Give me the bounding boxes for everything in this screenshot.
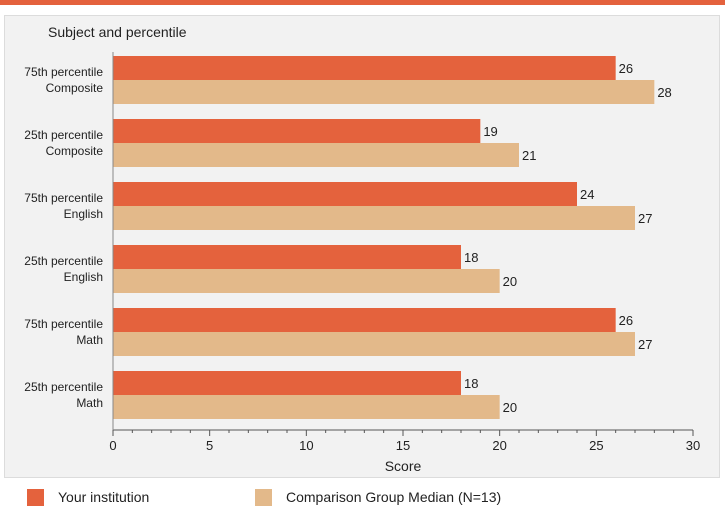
bar-chart: Subject and percentile 26 28 75th percentil… — [24, 24, 700, 474]
legend-label: Comparison Group Median (N=13) — [286, 489, 502, 505]
category-label: 75th percentile — [24, 317, 103, 331]
data-label: 28 — [657, 85, 671, 100]
legend-label: Your institution — [58, 489, 150, 505]
x-tick-label: 15 — [396, 438, 410, 453]
category-label: 75th percentile — [24, 191, 103, 205]
x-axis-title: Score — [385, 458, 422, 474]
bar — [113, 80, 655, 104]
data-label: 18 — [464, 376, 478, 391]
data-label: 26 — [619, 313, 633, 328]
legend-swatch-your-institution — [27, 488, 44, 506]
category-axis-title: Subject and percentile — [48, 24, 187, 40]
category-label: English — [64, 270, 103, 284]
legend-item-comparison-group: Comparison Group Median (N=13) — [255, 488, 501, 506]
data-label: 18 — [464, 250, 478, 265]
x-tick-label: 20 — [492, 438, 506, 453]
category-label: 25th percentile — [24, 380, 103, 394]
legend-item-your-institution: Your institution — [27, 488, 149, 506]
category-label: Math — [76, 333, 103, 347]
data-label: 24 — [580, 187, 594, 202]
x-tick-label: 10 — [299, 438, 313, 453]
category-label: Composite — [46, 144, 104, 158]
bar — [113, 143, 519, 167]
header-accent-bar — [0, 0, 725, 5]
data-label: 21 — [522, 148, 536, 163]
data-label: 20 — [503, 400, 517, 415]
x-tick-label: 0 — [109, 438, 116, 453]
bar — [113, 56, 616, 80]
category-label: English — [64, 207, 103, 221]
data-label: 20 — [503, 274, 517, 289]
category-label: Composite — [46, 81, 104, 95]
x-tick-label: 30 — [686, 438, 700, 453]
legend-swatch-comparison-group — [255, 488, 272, 506]
category-label: 25th percentile — [24, 128, 103, 142]
category-label: Math — [76, 396, 103, 410]
bar — [113, 119, 481, 143]
bar — [113, 308, 616, 332]
bar — [113, 182, 577, 206]
x-tick-label: 5 — [206, 438, 213, 453]
data-label: 27 — [638, 337, 652, 352]
bar — [113, 269, 500, 293]
bar — [113, 371, 461, 395]
chart-legend: Your institution Comparison Group Median… — [0, 480, 725, 512]
bar — [113, 332, 635, 356]
category-label: 75th percentile — [24, 65, 103, 79]
bar — [113, 206, 635, 230]
data-label: 27 — [638, 211, 652, 226]
bar — [113, 395, 500, 419]
x-tick-label: 25 — [589, 438, 603, 453]
bar — [113, 245, 461, 269]
category-label: 25th percentile — [24, 254, 103, 268]
data-label: 26 — [619, 61, 633, 76]
data-label: 19 — [483, 124, 497, 139]
